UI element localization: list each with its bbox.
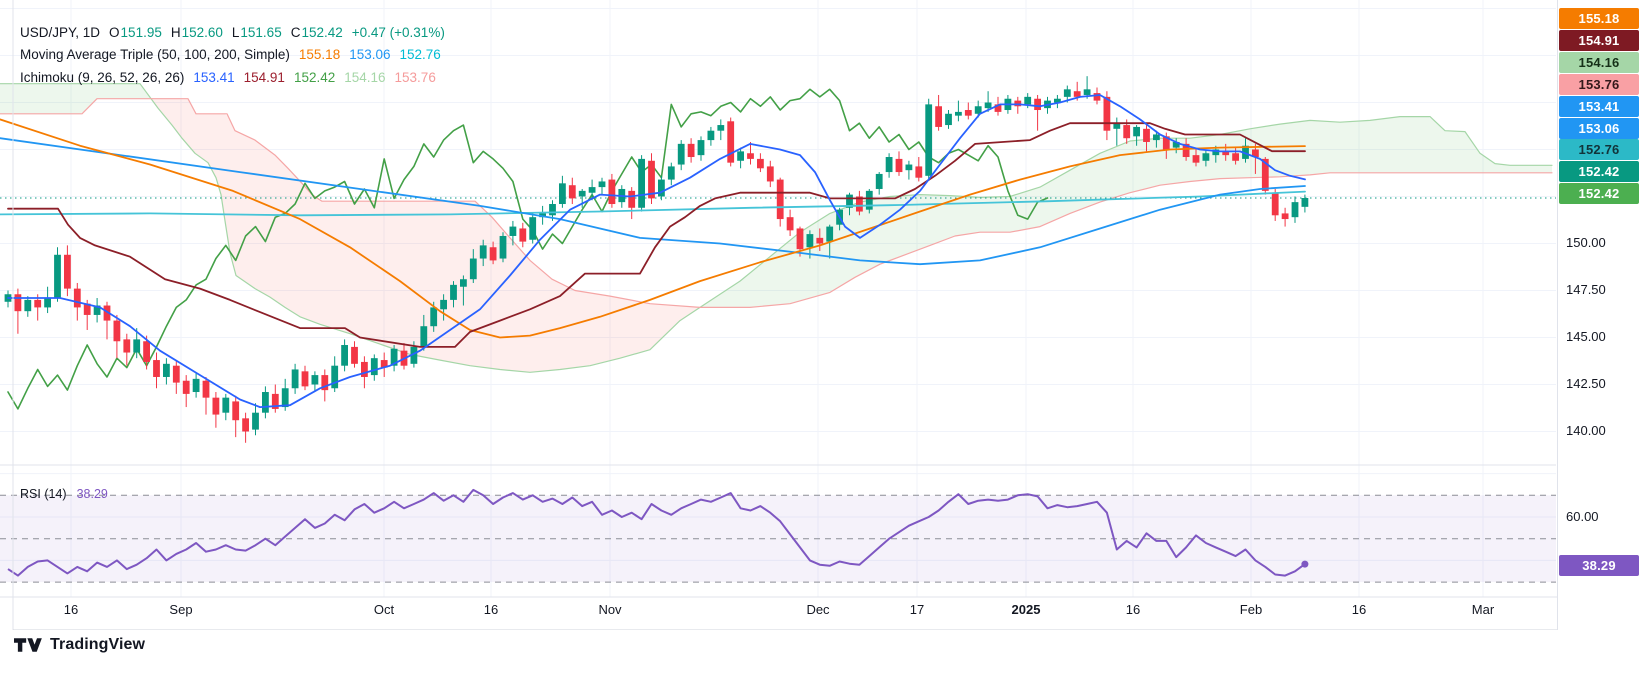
rsi-band-fill: [0, 495, 1556, 583]
ichimoku-conversion-value: 153.41: [193, 70, 235, 85]
price-axis-label: 142.50: [1566, 376, 1606, 391]
rsi-value-badge: 38.29: [1559, 555, 1639, 576]
price-axis-badge: 153.41: [1559, 96, 1639, 117]
price-axis-label: 145.00: [1566, 329, 1606, 344]
time-axis-label: 16: [63, 602, 79, 617]
ma100-value: 153.06: [349, 47, 391, 62]
price-axis-badge: 152.76: [1559, 139, 1639, 160]
time-axis-label: Nov: [598, 602, 622, 617]
tradingview-logo[interactable]: TradingView: [14, 636, 145, 654]
ma-50-line: [0, 118, 1306, 339]
rsi-axis-label: 60.00: [1566, 509, 1599, 524]
price-scale[interactable]: 155.18 154.91 154.16 153.76 153.41 153.06 152.…: [1557, 0, 1640, 630]
legend-rsi: RSI (14) 38.29: [20, 487, 108, 501]
ichimoku-lagging-value: 152.42: [293, 70, 336, 85]
ma-100-line: [0, 137, 1306, 266]
rsi-last-value-marker: [1301, 560, 1309, 568]
price-axis-label: 150.00: [1566, 235, 1606, 250]
price-axis-badge: 154.16: [1559, 52, 1639, 73]
ichimoku-lagging-line: [7, 88, 1049, 410]
ichimoku-cloud-fill: [698, 116, 1552, 308]
ichimoku-lead-a-value: 154.16: [344, 70, 386, 85]
legend-ichimoku: Ichimoku (9, 26, 52, 26, 26) 153.41 154.…: [20, 68, 436, 88]
ichimoku-indicator-title: Ichimoku (9, 26, 52, 26, 26): [20, 70, 185, 85]
time-axis-label: 16: [1351, 602, 1367, 617]
symbol-title: USD/JPY, 1D: [20, 25, 101, 40]
change-value: +0.47 (+0.31%): [351, 25, 445, 40]
ma200-value: 152.76: [399, 47, 441, 62]
price-axis-badge: 154.91: [1559, 30, 1639, 51]
ohlc-high: H 152.60: [170, 25, 223, 40]
ichimoku-conversion-line: [7, 94, 1306, 409]
ma-indicator-title: Moving Average Triple (50, 100, 200, Sim…: [20, 47, 290, 62]
ichimoku-span-b-line: [0, 98, 1553, 308]
time-axis-label: Sep: [169, 602, 193, 617]
rsi-value: 38.29: [76, 487, 108, 501]
ohlc-open: O 151.95: [109, 25, 162, 40]
price-axis-badge: 152.42: [1559, 161, 1639, 182]
rsi-title: RSI (14): [20, 487, 67, 501]
ma50-value: 155.18: [298, 47, 341, 62]
ma-200-line: [0, 190, 1306, 217]
price-axis-badge: 153.06: [1559, 118, 1639, 139]
ichimoku-cloud-fill: [0, 83, 150, 114]
legend-main: USD/JPY, 1D O 151.95 H 152.60 L 151.65 C 152…: [20, 23, 445, 43]
price-axis-label: 140.00: [1566, 423, 1606, 438]
time-axis-label: Oct: [373, 602, 395, 617]
ohlc-low: L 151.65: [231, 25, 282, 40]
time-axis-label: Mar: [1471, 602, 1495, 617]
brand-name: TradingView: [50, 636, 146, 653]
price-axis-badge: 155.18: [1559, 8, 1639, 29]
time-axis-label: Feb: [1239, 602, 1263, 617]
time-axis-label: 2025: [1011, 602, 1041, 617]
ichimoku-base-line: [7, 122, 1306, 348]
time-axis-label: 16: [1125, 602, 1141, 617]
ohlc-close: C 152.42: [290, 25, 343, 40]
ichimoku-base-value: 154.91: [243, 70, 285, 85]
price-axis-badge: 152.42: [1559, 183, 1639, 204]
ichimoku-lead-b-value: 153.76: [394, 70, 436, 85]
time-axis-label: 16: [483, 602, 499, 617]
price-axis-badge: 153.76: [1559, 74, 1639, 95]
time-axis-label: 17: [909, 602, 925, 617]
rsi-line: [7, 488, 1306, 577]
tradingview-logo-icon: [14, 637, 42, 652]
legend-ma-triple: Moving Average Triple (50, 100, 200, Sim…: [20, 45, 441, 65]
price-axis-label: 147.50: [1566, 282, 1606, 297]
time-axis-label: Dec: [806, 602, 830, 617]
ichimoku-cloud-fill: [150, 98, 698, 373]
price-chart-canvas[interactable]: [0, 0, 1640, 630]
